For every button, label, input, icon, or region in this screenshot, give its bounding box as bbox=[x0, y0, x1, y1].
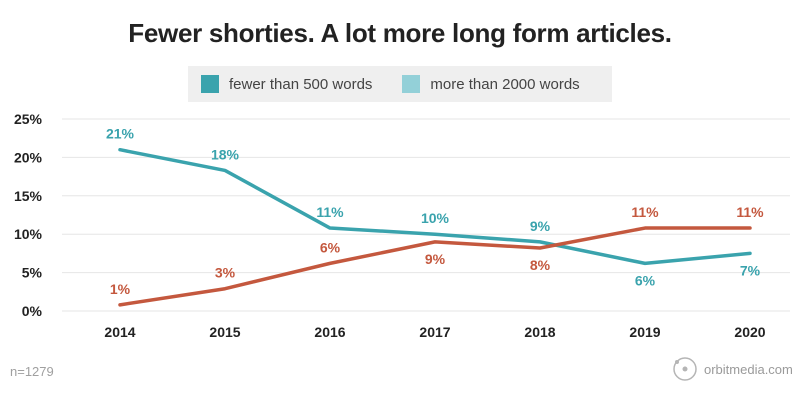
legend-swatch-short bbox=[201, 75, 219, 93]
y-tick-label: 25% bbox=[14, 111, 43, 127]
data-label-long: 9% bbox=[425, 251, 446, 267]
data-label-long: 1% bbox=[110, 281, 131, 297]
legend-item-long: more than 2000 words bbox=[402, 75, 580, 93]
sample-size-note: n=1279 bbox=[10, 364, 54, 379]
data-label-short: 6% bbox=[635, 272, 656, 288]
x-tick-label: 2020 bbox=[734, 324, 765, 340]
y-tick-label: 15% bbox=[14, 188, 43, 204]
legend-label-long: more than 2000 words bbox=[430, 75, 580, 93]
data-label-short: 21% bbox=[106, 126, 135, 142]
x-tick-label: 2014 bbox=[104, 324, 135, 340]
y-tick-label: 20% bbox=[14, 149, 43, 165]
data-label-short: 18% bbox=[211, 146, 240, 162]
brand-logo: orbitmedia.com bbox=[672, 354, 793, 384]
x-tick-label: 2016 bbox=[314, 324, 345, 340]
data-label-short: 7% bbox=[740, 262, 761, 278]
data-label-long: 6% bbox=[320, 239, 341, 255]
data-label-short: 9% bbox=[530, 218, 551, 234]
y-tick-label: 10% bbox=[14, 226, 43, 242]
data-label-short: 11% bbox=[316, 204, 344, 220]
y-tick-label: 0% bbox=[22, 303, 43, 319]
legend-label-short: fewer than 500 words bbox=[229, 75, 373, 93]
x-tick-label: 2017 bbox=[419, 324, 450, 340]
x-tick-label: 2018 bbox=[524, 324, 555, 340]
brand-text: orbitmedia.com bbox=[704, 361, 793, 377]
chart-title: Fewer shorties. A lot more long form art… bbox=[128, 18, 672, 48]
data-label-short: 10% bbox=[421, 210, 450, 226]
x-tick-label: 2019 bbox=[629, 324, 660, 340]
legend-swatch-long bbox=[402, 75, 421, 93]
data-label-long: 11% bbox=[736, 204, 764, 220]
legend-item-short: fewer than 500 words bbox=[201, 75, 372, 93]
y-tick-label: 5% bbox=[22, 265, 43, 281]
data-label-long: 8% bbox=[530, 257, 551, 273]
series-line-short bbox=[118, 147, 752, 266]
chart-legend: fewer than 500 words more than 2000 word… bbox=[188, 66, 612, 102]
x-tick-label: 2015 bbox=[209, 324, 240, 340]
data-label-long: 3% bbox=[215, 265, 236, 281]
orbit-logo-icon bbox=[673, 357, 697, 381]
series-line-long bbox=[118, 226, 752, 307]
data-label-long: 11% bbox=[631, 204, 659, 220]
